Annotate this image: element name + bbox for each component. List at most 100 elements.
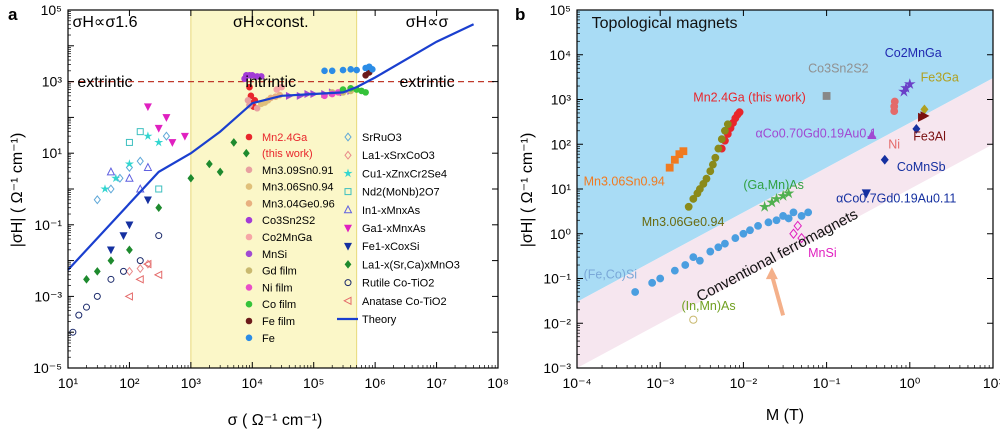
point-anatase-co-tio2 [135, 274, 144, 284]
region-name-label: extrintic [77, 74, 132, 91]
point-fe-co-si [784, 214, 793, 223]
panel-b-y-tick-label: 10⁻² [543, 315, 571, 331]
pointer-arrow-shaft [769, 274, 786, 316]
point-fe-co-si [631, 288, 640, 296]
legend-marker-fe [245, 334, 253, 342]
annotation-mnsi: MnSi [808, 246, 836, 260]
point-fe-co-si [754, 221, 762, 230]
legend-label-co-film: Co film [262, 299, 296, 311]
panel-a-y-tick-label: 10⁵ [41, 2, 62, 18]
point-co-film [362, 89, 369, 96]
legend-label-mn3-06sn0-94: Mn3.06Sn0.94 [262, 182, 334, 194]
panel-a-x-tick-label: 10⁷ [426, 375, 447, 391]
legend-label-in1-xmnxas: In1-xMnxAs [362, 205, 421, 217]
panel-b-x-tick-label: 10⁻³ [646, 375, 674, 391]
region-scaling-label: σH∝σ1.6 [72, 14, 137, 31]
point-rutile-co-tio2 [82, 303, 90, 311]
point-ga-mn-as [758, 200, 771, 212]
annotation-mn2-4ga-this-work: Mn2.4Ga (this work) [693, 91, 806, 105]
point-rutile-co-tio2 [107, 275, 115, 283]
point-la1-x-sr-ca-xmno3 [155, 203, 163, 213]
legend-label-ga1-xmnxas: Ga1-xMnxAs [362, 223, 426, 235]
conventional-ferromagnets-region [577, 78, 993, 368]
theory-line [67, 23, 475, 271]
point-la1-xsrxcoo3 [125, 266, 134, 276]
point-anatase-co-tio2 [143, 259, 152, 269]
region-scaling-label: σH∝σ [406, 14, 449, 31]
panel-a-y-tick-label: 10⁻³ [34, 288, 62, 304]
point-mnsi [793, 220, 802, 232]
legend-marker-la1-x-sr-ca-xmno3 [344, 260, 352, 269]
point-la1-x-sr-ca-xmno3 [187, 173, 195, 183]
legend-label-la1-xsrxcoo3: La1-xSrxCoO3 [362, 150, 435, 162]
legend-label-ni-film: Ni film [262, 282, 293, 294]
point-mnsi [797, 232, 806, 244]
point-anatase-co-tio2 [153, 270, 163, 280]
point-fe-co-si [764, 218, 773, 227]
point-fe-co-si [797, 212, 806, 220]
annotation-comnsb: CoMnSb [897, 160, 946, 174]
point-cu1-xznxcr2se4 [124, 159, 135, 168]
point-fe [912, 124, 921, 134]
point-cu1-xznxcr2se4 [100, 184, 110, 193]
point-la1-x-sr-ca-xmno3 [216, 167, 224, 177]
legend-label-mn2-4ga: Mn2.4Ga [262, 132, 308, 144]
point-ga1-xmnxas [143, 103, 152, 112]
point-mn3-06sn0-94 [665, 163, 674, 172]
panel-b-axes: 10⁻⁴10⁻³10⁻²10⁻¹10⁰10¹10⁻³10⁻²10⁻¹10⁰10¹… [543, 2, 1000, 391]
panel-a-x-tick-label: 10³ [181, 375, 202, 391]
panel-b-y-tick-label: 10³ [551, 92, 572, 108]
point-mn3-06ge0-94 [709, 160, 717, 169]
point-srruo3 [107, 184, 115, 194]
panel-a-y-tick-label: 10⁻¹ [34, 217, 62, 233]
point-fe [369, 66, 376, 73]
point-co2mnga [903, 78, 916, 90]
point-mn2-4ga-this-work [246, 83, 253, 91]
legend-marker-la1-xsrxcoo3 [344, 150, 352, 160]
point-fe-co-si [656, 274, 665, 283]
panel-b-y-tick-label: 10¹ [551, 181, 572, 197]
point-mn2-4ga-this-work [247, 92, 255, 100]
legend-marker-in1-xmnxas [343, 204, 353, 214]
point-co0-7gd0-19au0-11 [861, 189, 871, 199]
point-in1-xmnxas [143, 162, 153, 171]
legend-marker-gd-film [245, 267, 253, 274]
panel-a-legend: Mn2.4Ga (this work) Mn3.09Sn0.91 Mn3.06Sn0.… [245, 132, 460, 345]
annotation-topological-magnets: Topological magnets [592, 15, 738, 32]
legend-marker-mn3-04ge0-96 [245, 200, 253, 207]
legend-label-line2: (this work) [262, 148, 313, 160]
legend-label-co2mnga: Co2MnGa [262, 232, 313, 244]
legend-label-nd2-monb-2o7: Nd2(MoNb)2O7 [362, 187, 440, 199]
point-cu1-xznxcr2se4 [143, 131, 153, 141]
legend-marker-ga1-xmnxas [344, 224, 352, 233]
point-fe [353, 66, 360, 74]
point-fe [328, 67, 336, 75]
point-mn3-06ge0-94 [723, 120, 732, 129]
annotation-co0-70gd0-19au0-1: αCo0.70Gd0.19Au0.1 [756, 127, 877, 141]
legend-label-srruo3: SrRuO3 [362, 132, 402, 144]
panel-a-x-tick-label: 10⁸ [487, 375, 509, 391]
point-in-mn-as [689, 315, 698, 324]
point-fe1-xcoxsi [125, 221, 134, 230]
point-mn3-06ge0-94 [702, 174, 711, 183]
point-fe-co-si [648, 278, 657, 287]
region-scaling-label: σH∝const. [233, 14, 309, 31]
legend-label-fe1-xcoxsi: Fe1-xCoxSi [362, 241, 419, 253]
panel-a-x-axis-label: σ ( Ω⁻¹ cm⁻¹) [228, 412, 323, 429]
annotation-fe3al: Fe3Al [913, 130, 946, 144]
point-la1-x-sr-ca-xmno3 [83, 275, 90, 284]
point-ga1-xmnxas [180, 132, 189, 141]
point-cu1-xznxcr2se4 [154, 137, 164, 147]
point-fe [880, 154, 889, 165]
point-fe [339, 66, 347, 74]
point-fe-co-si [789, 208, 798, 217]
point-ga1-xmnxas [162, 114, 171, 122]
panel-b-x-tick-label: 10⁻¹ [813, 375, 841, 391]
point-fe-co-si [746, 226, 754, 235]
point-fe1-xcoxsi [106, 246, 115, 255]
legend-marker-mn3-09sn0-91 [245, 166, 253, 174]
point-ga-mn-as [782, 187, 795, 199]
point-fe-co-si [731, 234, 740, 242]
point-rutile-co-tio2 [93, 292, 101, 300]
